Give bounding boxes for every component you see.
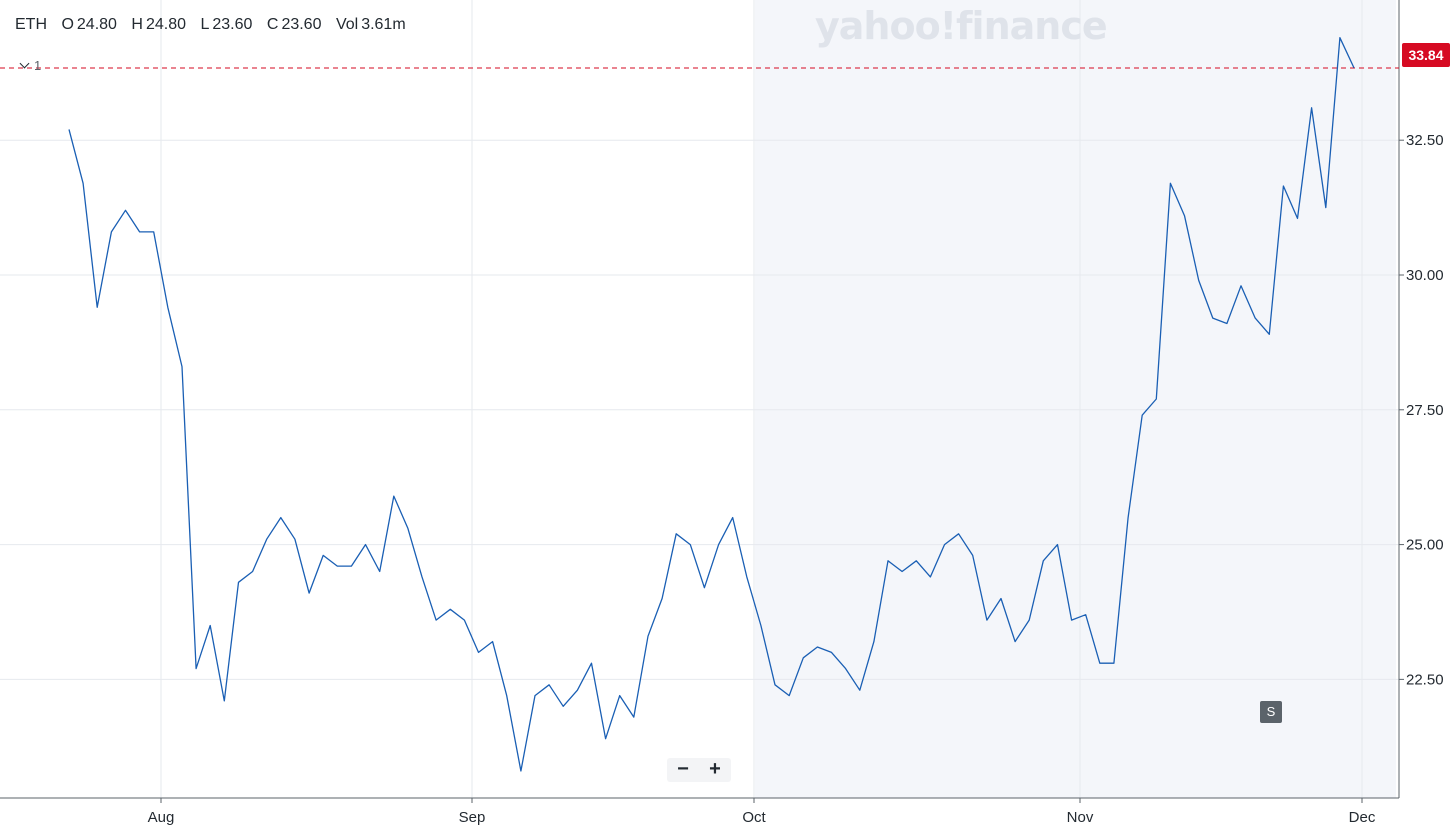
x-tick-label: Oct: [742, 809, 766, 826]
y-tick-label: 25.00: [1406, 537, 1444, 554]
x-tick-label: Aug: [148, 809, 175, 826]
low-label: L: [200, 16, 210, 33]
weekend-shaded-band: [755, 0, 1396, 798]
y-tick-label: 27.50: [1406, 402, 1444, 419]
grid-lines: [0, 0, 1399, 798]
zoom-out-button[interactable]: −: [677, 758, 689, 780]
zoom-in-button[interactable]: +: [709, 758, 721, 780]
volume-label: Vol: [335, 16, 359, 33]
split-event-marker[interactable]: S: [1260, 701, 1282, 723]
x-tick-label: Sep: [459, 809, 486, 826]
open-value: 24.80: [76, 16, 117, 33]
symbol-label: ETH: [15, 16, 47, 33]
close-label: C: [266, 16, 279, 33]
x-tick-label: Dec: [1349, 809, 1376, 826]
high-label: H: [131, 16, 143, 33]
current-price-badge: 33.84: [1402, 43, 1450, 67]
high-value: 24.80: [145, 16, 187, 33]
low-value: 23.60: [212, 16, 253, 33]
open-label: O: [61, 16, 74, 33]
x-tick-label: Nov: [1067, 809, 1094, 826]
x-axis-ticks: Aug Sep Oct Nov Dec: [148, 798, 1376, 826]
price-series-line: [68, 37, 1355, 772]
close-value: 23.60: [281, 16, 322, 33]
zoom-controls: − +: [667, 758, 731, 782]
yahoo-finance-watermark: yahoo!finance: [815, 4, 1108, 48]
indicator-count: 1: [34, 58, 42, 73]
chevron-down-icon: [19, 58, 30, 69]
series-layer: [68, 37, 1355, 772]
y-tick-label: 22.50: [1406, 671, 1444, 688]
volume-value: 3.61m: [361, 16, 406, 33]
indicator-collapse-toggle[interactable]: 1: [18, 58, 41, 73]
y-tick-label: 30.00: [1406, 267, 1444, 284]
y-axis-ticks: 22.50 25.00 27.50 30.00 32.50: [1399, 132, 1444, 688]
ohlc-info-bar: ETH O 24.80 H 24.80 L 23.60 C 23.60 Vol 3.61m: [15, 16, 409, 34]
y-tick-label: 32.50: [1406, 132, 1444, 149]
